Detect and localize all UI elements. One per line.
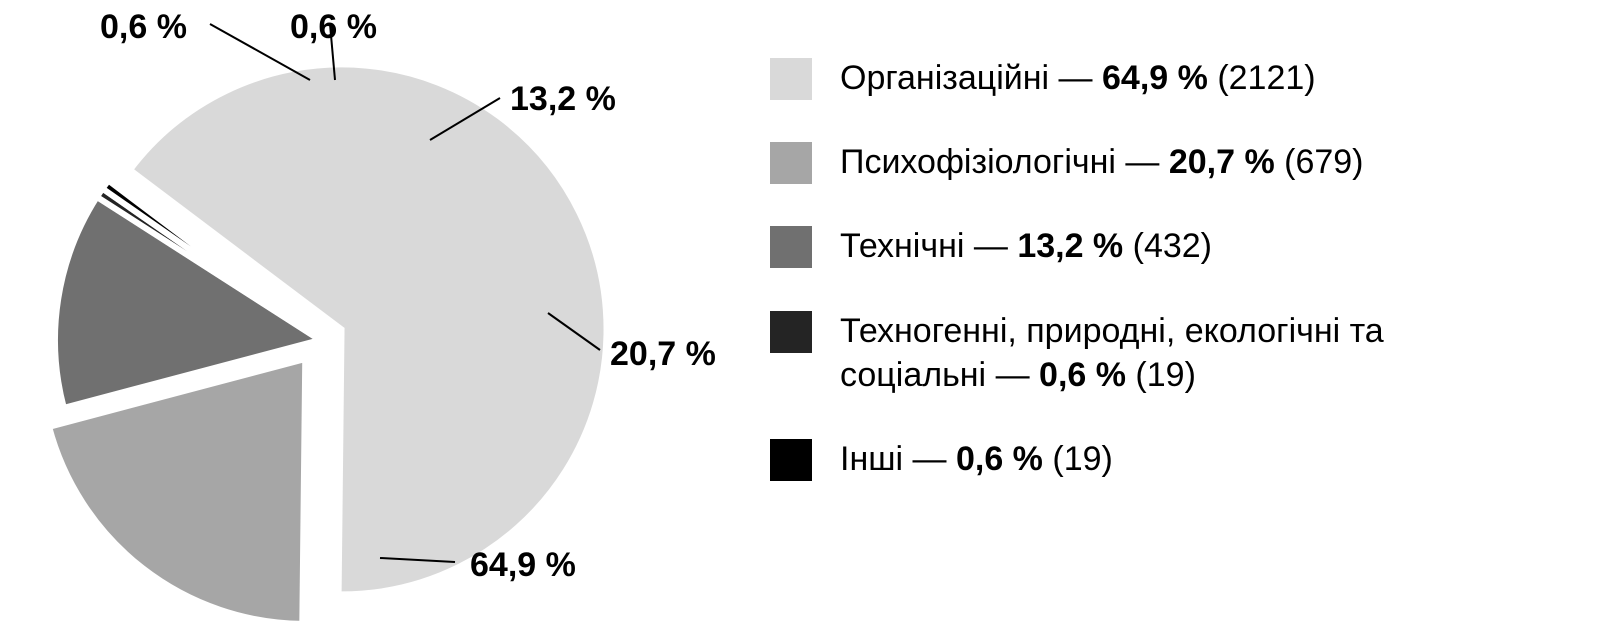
legend-item-organizational: Організаційні — 64,9 % (2121) [770,56,1570,100]
legend: Організаційні — 64,9 % (2121) Психофізіол… [770,56,1570,521]
pie-chart-figure: 64,9 % 20,7 % 13,2 % 0,6 % 0,6 % Організацій… [0,0,1600,623]
pie-chart-area: 64,9 % 20,7 % 13,2 % 0,6 % 0,6 % [0,0,760,623]
legend-percent: 13,2 % [1017,227,1123,265]
legend-count: (432) [1123,227,1212,265]
slice-label-psychophysiological: 20,7 % [610,335,716,374]
legend-swatch-organizational [770,58,812,100]
legend-text-other: Інші — 0,6 % (19) [840,437,1113,481]
legend-swatch-other [770,439,812,481]
legend-separator: — [1125,143,1168,181]
legend-text-technogenic: Техногенні, природні, екологічні та соці… [840,309,1520,397]
legend-percent: 20,7 % [1169,143,1275,181]
legend-name: Технічні [840,227,964,265]
legend-count: (679) [1275,143,1364,181]
legend-separator: — [903,440,956,478]
pie-chart-svg [0,0,760,623]
legend-swatch-technical [770,226,812,268]
legend-item-technical: Технічні — 13,2 % (432) [770,224,1570,268]
legend-text-organizational: Організаційні — 64,9 % (2121) [840,56,1316,100]
legend-name: Інші [840,440,903,478]
legend-item-psychophysiological: Психофізіологічні — 20,7 % (679) [770,140,1570,184]
slice-label-organizational: 64,9 % [470,546,576,585]
legend-text-technical: Технічні — 13,2 % (432) [840,224,1212,268]
legend-text-psychophysiological: Психофізіологічні — 20,7 % (679) [840,140,1364,184]
legend-item-technogenic: Техногенні, природні, екологічні та соці… [770,309,1570,397]
legend-swatch-technogenic [770,311,812,353]
slice-label-other: 0,6 % [100,8,187,47]
legend-separator: — [964,227,1017,265]
legend-percent: 64,9 % [1102,59,1208,97]
legend-count: (19) [1043,440,1113,478]
legend-name: Психофізіологічні [840,143,1125,181]
legend-count: (19) [1126,356,1196,394]
legend-percent: 0,6 % [956,440,1043,478]
slice-label-technogenic: 0,6 % [290,8,377,47]
legend-swatch-psychophysiological [770,142,812,184]
legend-separator: — [1049,59,1102,97]
legend-count: (2121) [1208,59,1316,97]
legend-percent: 0,6 % [1039,356,1126,394]
legend-separator: — [986,356,1039,394]
legend-item-other: Інші — 0,6 % (19) [770,437,1570,481]
legend-name: Організаційні [840,59,1049,97]
slice-label-technical: 13,2 % [510,80,616,119]
